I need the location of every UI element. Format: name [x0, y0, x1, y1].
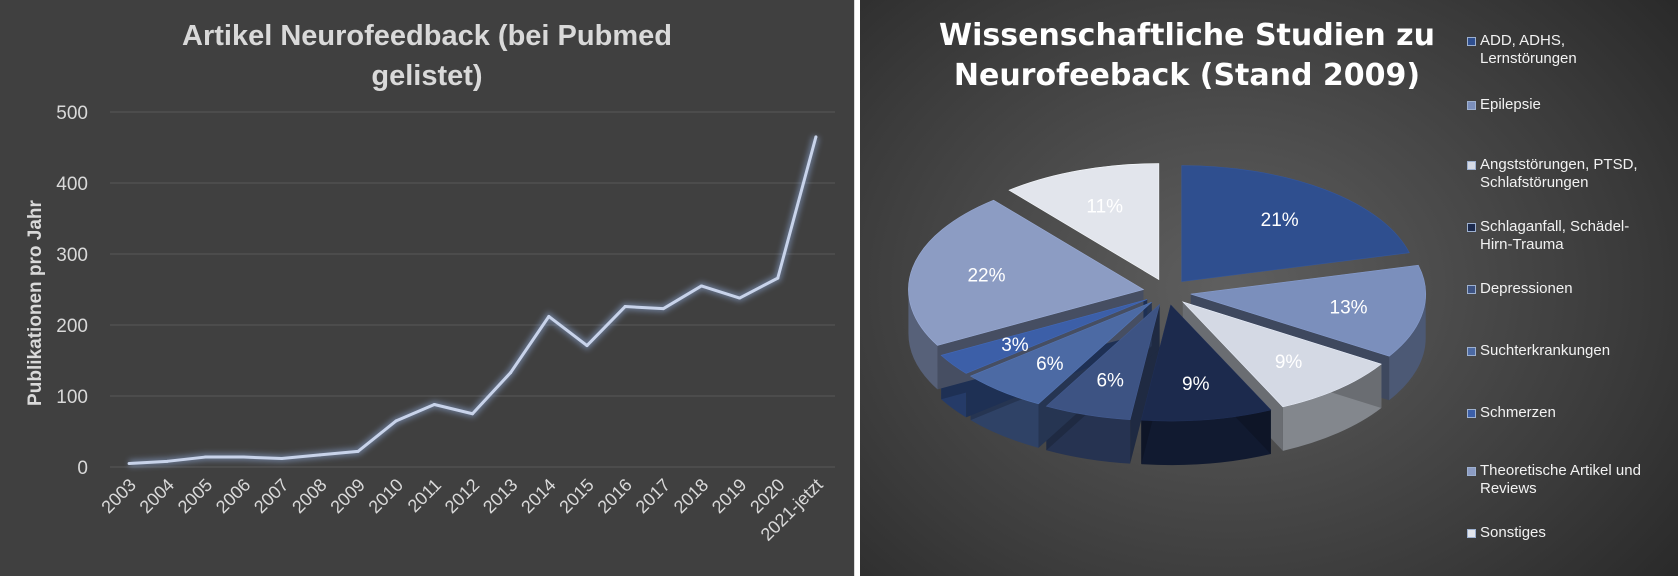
pie-slice: [1140, 304, 1272, 422]
pie-slice: [1008, 163, 1160, 281]
legend-label: Schlaganfall, Schädel- Hirn-Trauma: [1480, 218, 1675, 254]
data-point: [776, 276, 780, 280]
legend-swatch: [1467, 37, 1476, 46]
data-point: [242, 455, 246, 459]
legend-label: Angststörungen, PTSD, Schlafstörungen: [1480, 156, 1675, 192]
pie-legend: ADD, ADHS, Lernstörungen Epilepsie Angststö…: [1467, 0, 1677, 576]
data-point: [394, 419, 398, 423]
pie-slice-side: [1141, 409, 1271, 466]
legend-label-line: Hirn-Trauma: [1480, 236, 1564, 253]
legend-label-line: Schlafstörungen: [1480, 174, 1589, 191]
y-tick-label: 200: [56, 316, 88, 337]
pie-slice: [969, 301, 1152, 405]
data-point: [585, 344, 589, 348]
pie-data-labels: 21% 13% 9% 9% 6% 6% 3% 22% 11%: [967, 196, 1367, 395]
data-point: [509, 371, 513, 375]
legend-label-line: Theoretische Artikel und: [1480, 462, 1641, 479]
y-tick-label: 100: [56, 387, 88, 408]
legend-label-line: Sonstiges: [1480, 524, 1546, 541]
legend-label-line: Epilepsie: [1480, 96, 1541, 113]
pie-slice: [1181, 165, 1410, 282]
pie-slice-side: [908, 289, 938, 390]
data-point: [356, 449, 360, 453]
legend-swatch: [1467, 101, 1476, 110]
pie-chart-title-line2: Neurofeeback (Stand 2009): [954, 58, 1420, 93]
pie-data-label: 13%: [1330, 297, 1368, 318]
pie-slices: [908, 163, 1427, 422]
pie-data-label: 6%: [1096, 371, 1124, 392]
pie-data-label: 21%: [1261, 210, 1299, 231]
y-tick-label: 500: [56, 103, 88, 124]
y-tick-label: 400: [56, 174, 88, 195]
legend-label-line: Suchterkrankungen: [1480, 342, 1611, 359]
pie-data-label: 3%: [1001, 335, 1029, 356]
data-point: [814, 135, 818, 139]
legend-label-line: Angststörungen, PTSD,: [1480, 156, 1638, 173]
legend-label-line: Schmerzen: [1480, 404, 1556, 421]
pie-slice: [940, 299, 1148, 374]
data-point: [165, 459, 169, 463]
legend-label: Suchterkrankungen: [1480, 342, 1675, 360]
legend-swatch: [1467, 467, 1476, 476]
legend-label: Sonstiges: [1480, 524, 1675, 542]
legend-swatch: [1467, 529, 1476, 538]
legend-label-line: Lernstörungen: [1480, 50, 1577, 67]
data-point: [661, 307, 665, 311]
pie-slice-side: [1389, 294, 1426, 401]
legend-label: Theoretische Artikel und Reviews: [1480, 462, 1675, 498]
y-tick-labels: 0 100 200 300 400 500: [56, 103, 88, 479]
legend-swatch: [1467, 285, 1476, 294]
line-chart-title-line1: Artikel Neurofeedback (bei Pubmed: [182, 20, 672, 52]
y-axis-label: Publikationen pro Jahr: [25, 199, 46, 405]
data-point: [127, 461, 131, 465]
legend-label-line: Schlaganfall, Schädel-: [1480, 218, 1630, 235]
legend-swatch: [1467, 161, 1476, 170]
line-chart-title-line2: gelistet): [371, 60, 482, 92]
legend-label-line: Depressionen: [1480, 280, 1573, 297]
y-tick-label: 300: [56, 245, 88, 266]
legend-label: Depressionen: [1480, 280, 1675, 298]
legend-swatch: [1467, 223, 1476, 232]
pie-data-label: 9%: [1275, 352, 1303, 373]
data-point: [623, 305, 627, 309]
pie-data-label: 22%: [967, 266, 1005, 287]
legend-label: Schmerzen: [1480, 404, 1675, 422]
line-chart: Artikel Neurofeedback (bei Pubmed gelist…: [25, 20, 835, 545]
pie-data-label: 9%: [1182, 374, 1210, 395]
pie-data-label: 6%: [1036, 354, 1064, 375]
legend-label-line: ADD, ADHS,: [1480, 32, 1566, 49]
legend-label: Epilepsie: [1480, 96, 1675, 114]
legend-swatch: [1467, 409, 1476, 418]
data-point: [432, 403, 436, 407]
legend-label: ADD, ADHS, Lernstörungen: [1480, 32, 1675, 68]
data-point: [280, 456, 284, 460]
data-point: [547, 314, 551, 318]
pie-chart-title-line1: Wissenschaftliche Studien zu: [939, 18, 1435, 53]
data-point: [203, 455, 207, 459]
legend-label-line: Reviews: [1480, 480, 1537, 497]
pie-slice: [1190, 264, 1427, 357]
pie-slice: [908, 199, 1145, 346]
pie-slice: [1045, 303, 1161, 420]
y-tick-label: 0: [77, 458, 88, 479]
pie-data-label: 11%: [1086, 196, 1123, 217]
data-point: [699, 284, 703, 288]
gridlines: [110, 111, 835, 468]
data-point: [738, 296, 742, 300]
data-point: [318, 453, 322, 457]
pie-slice: [1181, 301, 1382, 408]
data-point: [471, 412, 474, 416]
series-line-group: [127, 135, 820, 467]
legend-swatch: [1467, 347, 1476, 356]
